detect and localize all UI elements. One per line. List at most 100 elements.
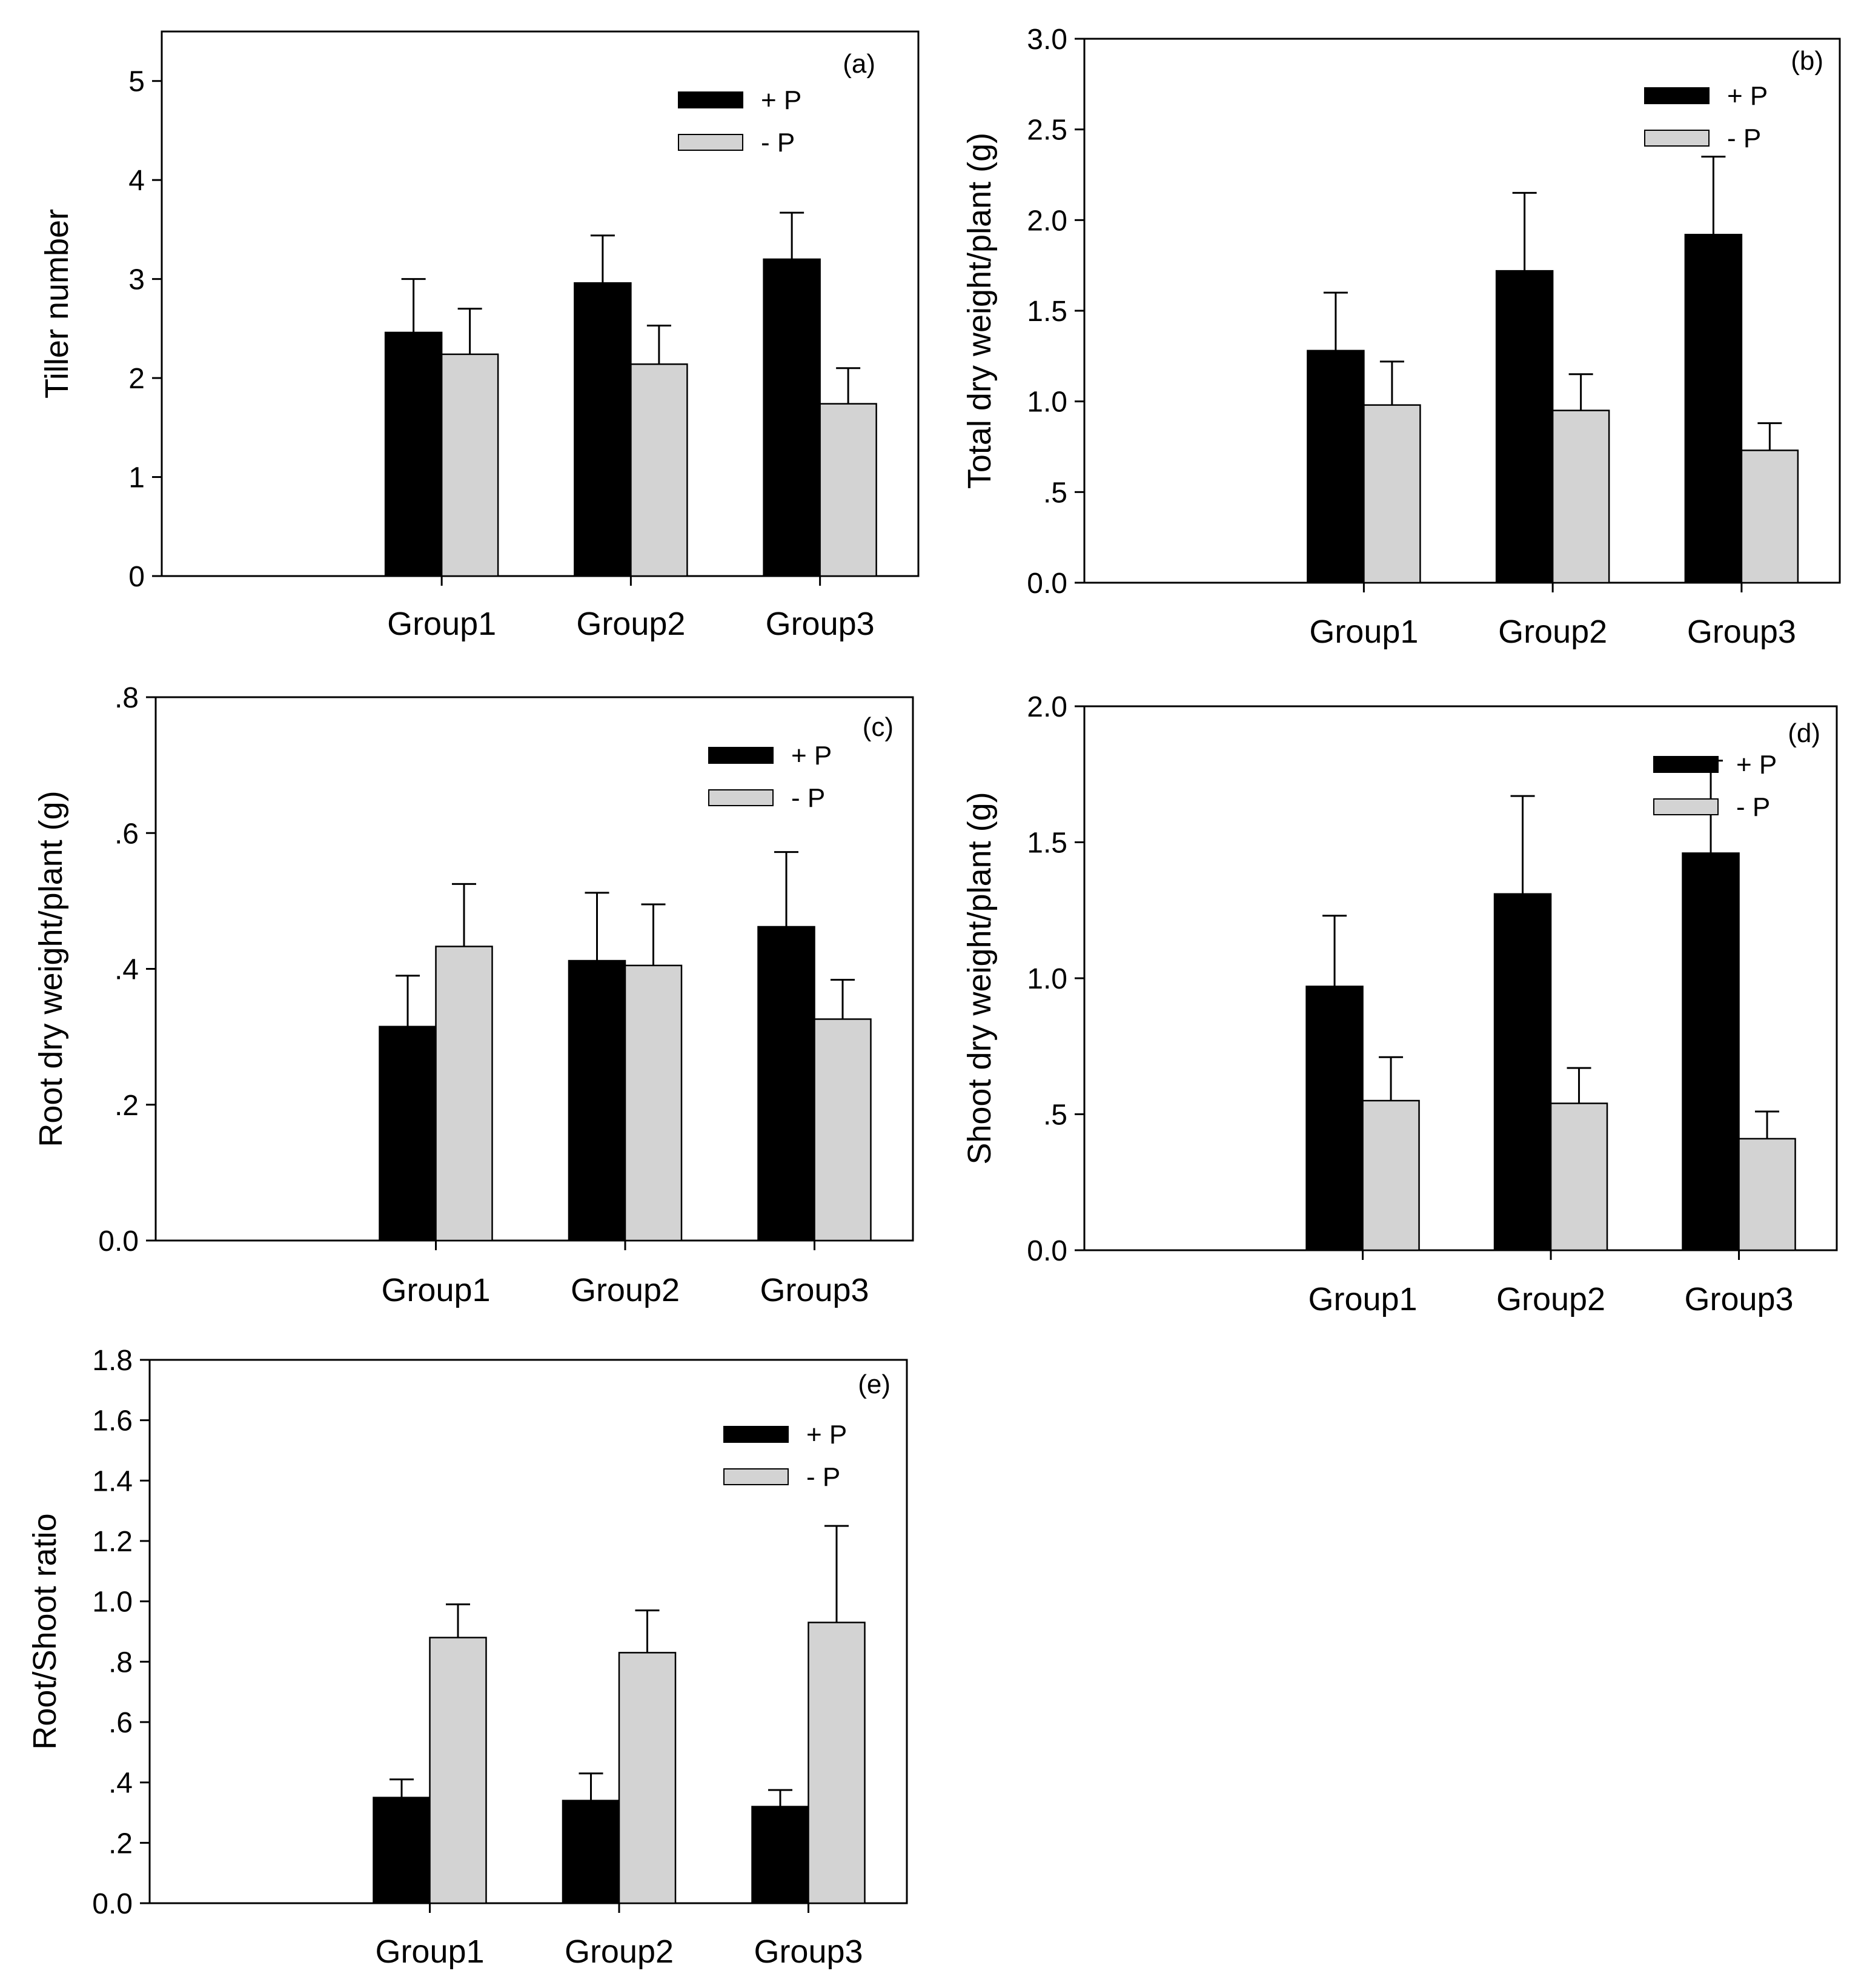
bar-minus-p-group1 [440, 353, 499, 577]
bar-plus-p-group2 [574, 282, 632, 577]
legend-swatch-plus-p [723, 1426, 789, 1443]
chart-panel-b: 0.0 .5 1.0 1.5 2.0 2.5 3.0 Total dry weight/pla… [961, 24, 1841, 650]
bar-plus-p-group1 [379, 1025, 437, 1242]
bar-minus-p-group1 [435, 946, 493, 1242]
y-tick-label: 2.5 [1027, 114, 1067, 147]
bar-plus-p-group1 [1305, 986, 1364, 1251]
bar-minus-p-group2 [630, 363, 688, 577]
bar-plus-p-group3 [1682, 852, 1740, 1251]
chart-panel-c: 0.0 .2 .4 .6 .8 Root dry weight/plant (g) Grou… [33, 682, 914, 1308]
y-tick-label: 2.0 [1027, 205, 1067, 237]
x-tick-label: Group3 [754, 1933, 863, 1970]
y-tick-label: 1.0 [1027, 963, 1067, 995]
y-tick-label: 0.0 [1027, 568, 1067, 600]
legend-label-minus-p: - P [806, 1462, 840, 1492]
x-tick-label: Group3 [1684, 1281, 1793, 1317]
y-tick-label: 0.0 [92, 1888, 133, 1920]
bar-minus-p-group3 [1738, 1138, 1796, 1251]
panel-label: (b) [1791, 46, 1823, 76]
y-tick-label: 1.4 [92, 1465, 133, 1497]
bar-minus-p-group2 [1550, 1102, 1608, 1251]
bar-plus-p-group3 [757, 926, 815, 1242]
bar-minus-p-group3 [814, 1018, 872, 1242]
chart-panel-e: 0.0 .2 .4 .6 .8 1.0 1.2 1.4 1.6 1.8 Root/Shoot rat… [27, 1345, 908, 1970]
bar-minus-p-group3 [1740, 449, 1799, 584]
y-tick-label: 1 [128, 462, 145, 494]
y-tick-label: .4 [114, 954, 139, 986]
legend-label-plus-p: + P [791, 741, 832, 770]
legend-label-minus-p: - P [761, 128, 795, 157]
y-tick-label: 1.8 [92, 1345, 133, 1377]
bar-minus-p-group1 [1362, 1099, 1420, 1251]
legend-label-minus-p: - P [1727, 124, 1761, 153]
x-tick-label: Group3 [766, 606, 875, 642]
panel-label: (a) [843, 49, 875, 79]
bar-minus-p-group1 [1363, 404, 1421, 584]
legend-label-plus-p: + P [1736, 750, 1777, 780]
legend-swatch-plus-p [708, 747, 774, 764]
y-tick-label: 2.0 [1027, 691, 1067, 723]
plot-frame [161, 30, 920, 577]
bar-minus-p-group2 [624, 964, 683, 1242]
legend-swatch-minus-p [678, 134, 743, 151]
y-tick-label: .2 [114, 1090, 139, 1122]
plot-frame [148, 1359, 908, 1904]
bar-minus-p-group2 [1551, 409, 1610, 584]
legend-swatch-plus-p [1644, 87, 1710, 104]
bar-plus-p-group3 [763, 258, 821, 577]
y-tick-label: .5 [1043, 1099, 1067, 1132]
legend-swatch-minus-p [1644, 130, 1710, 147]
legend-label-minus-p: - P [791, 783, 825, 813]
y-tick-label: .4 [108, 1768, 133, 1800]
legend-label-plus-p: + P [1727, 81, 1768, 111]
bar-minus-p-group2 [618, 1652, 677, 1904]
legend-label-minus-p: - P [1736, 792, 1770, 822]
y-tick-label: .8 [114, 682, 139, 714]
legend: + P - P [723, 1420, 847, 1492]
y-tick-label: 0.0 [1027, 1235, 1067, 1267]
legend-swatch-minus-p [723, 1468, 789, 1485]
y-tick-label: 1.0 [1027, 386, 1067, 419]
bar-minus-p-group3 [808, 1622, 866, 1904]
chart-panel-a: 0 1 2 3 4 5 Tiller number Group1 Group2 Group3 (a)… [39, 30, 920, 642]
y-tick-label: 0 [128, 561, 145, 593]
bar-plus-p-group2 [1495, 270, 1554, 584]
legend-label-plus-p: + P [761, 85, 801, 115]
bar-plus-p-group3 [751, 1806, 809, 1904]
x-tick-label: Group1 [381, 1272, 490, 1308]
legend-swatch-plus-p [678, 91, 743, 108]
y-tick-label: 2 [128, 363, 145, 395]
y-axis-label: Root/Shoot ratio [27, 1513, 63, 1749]
x-tick-label: Group2 [1498, 614, 1607, 650]
legend: + P - P [678, 85, 801, 157]
x-tick-label: Group3 [1687, 614, 1796, 650]
y-tick-label: .8 [108, 1646, 133, 1678]
y-tick-label: .6 [108, 1707, 133, 1739]
legend-swatch-minus-p [1653, 798, 1719, 815]
legend: + P - P [1644, 81, 1768, 153]
legend-swatch-minus-p [708, 789, 774, 806]
y-tick-label: 3 [128, 264, 145, 296]
x-tick-label: Group3 [760, 1272, 869, 1308]
legend: + P - P [708, 741, 832, 813]
y-tick-label: 1.6 [92, 1405, 133, 1437]
y-tick-label: 0.0 [98, 1225, 139, 1257]
y-tick-label: 5 [128, 66, 145, 98]
x-tick-label: Group2 [576, 606, 685, 642]
bar-plus-p-group2 [562, 1800, 620, 1904]
bar-plus-p-group1 [1307, 350, 1365, 584]
chart-panel-d: 0.0 .5 1.0 1.5 2.0 Shoot dry weight/plant (g)… [961, 691, 1838, 1317]
y-tick-label: 1.5 [1027, 827, 1067, 860]
x-tick-label: Group1 [375, 1933, 484, 1970]
y-axis-label: Total dry weight/plant (g) [961, 133, 998, 489]
y-tick-label: 4 [128, 165, 145, 197]
bar-minus-p-group1 [429, 1637, 487, 1904]
bar-plus-p-group3 [1684, 234, 1743, 584]
y-tick-label: 3.0 [1027, 24, 1067, 56]
y-axis-label: Tiller number [39, 209, 75, 399]
panel-label: (c) [863, 712, 894, 742]
panel-label: (d) [1788, 718, 1820, 748]
y-axis-label: Root dry weight/plant (g) [33, 790, 69, 1147]
bar-plus-p-group2 [1493, 893, 1552, 1251]
panel-label: (e) [858, 1370, 891, 1399]
